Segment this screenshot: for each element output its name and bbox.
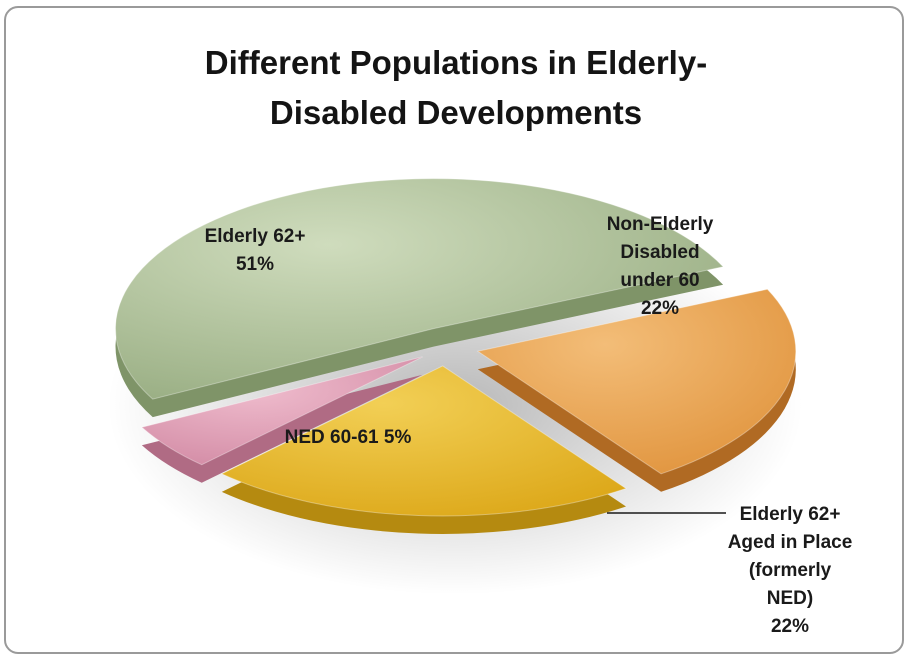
- slice-elderly-62-label-line: 51%: [236, 254, 274, 275]
- slice-aged-in-place-label-line: Elderly 62+: [740, 504, 841, 525]
- slice-aged-in-place-label-line: Aged in Place: [728, 532, 853, 553]
- slice-elderly-62: [115, 178, 725, 400]
- slice-non-elderly-disabled-label: Non-Elderly Disabled under 60 22%: [607, 214, 714, 319]
- chart-title: Different Populations in Elderly- Disabl…: [6, 38, 902, 138]
- slice-elderly-62-label: Elderly 62+ 51%: [205, 226, 306, 275]
- chart-title-line-1: Different Populations in Elderly-: [204, 44, 708, 81]
- slice-non-elderly-disabled: [476, 288, 797, 475]
- slice-ned-60-61: [140, 356, 423, 466]
- slice-aged-in-place-label-line: 22%: [771, 616, 809, 637]
- chart-title-line-2: Disabled Developments: [269, 94, 643, 131]
- slice-non-elderly-disabled-label-line: under 60: [620, 270, 699, 291]
- slice-aged-in-place: [220, 365, 628, 517]
- slice-non-elderly-disabled-label-line: 22%: [641, 298, 679, 319]
- slice-aged-in-place-label-line: (formerly: [749, 560, 832, 581]
- slice-non-elderly-disabled-label-line: Non-Elderly: [607, 214, 714, 235]
- slice-ned-60-61-label-line: NED 60-61 5%: [285, 427, 412, 448]
- slice-elderly-62-label-line: Elderly 62+: [205, 226, 306, 247]
- slice-aged-in-place-label-line: NED): [767, 588, 813, 609]
- slice-ned-60-61-label: NED 60-61 5%: [285, 427, 412, 448]
- slice-non-elderly-disabled-label-line: Disabled: [620, 242, 699, 263]
- slice-aged-in-place-label: Elderly 62+ Aged in Place (formerly NED) 22%: [728, 504, 853, 637]
